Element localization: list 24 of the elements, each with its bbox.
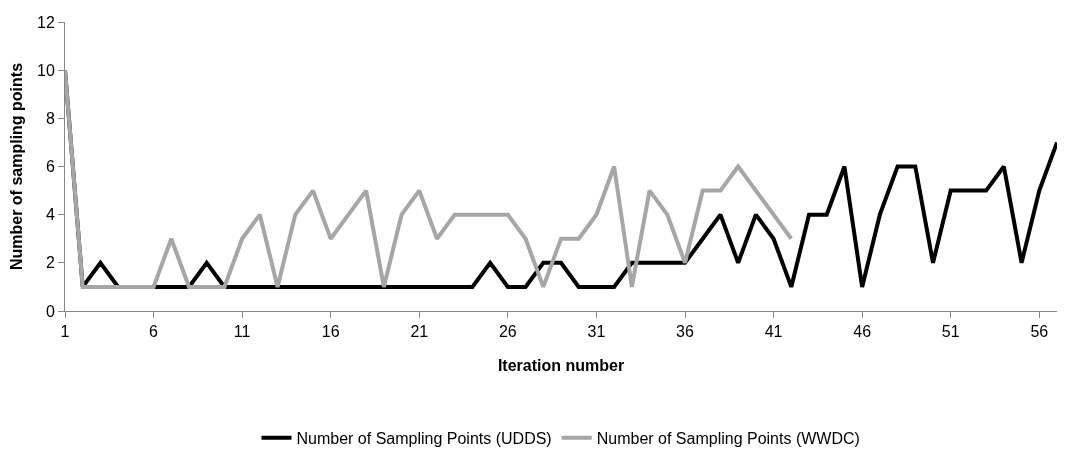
y-tick-label: 12 (37, 13, 55, 31)
x-tick-label: 21 (410, 323, 429, 341)
x-tick-label: 56 (1030, 323, 1049, 341)
x-tick-label: 26 (498, 323, 517, 341)
y-tick-label: 2 (45, 254, 55, 272)
x-tick-label: 41 (764, 323, 783, 341)
legend-label: Number of Sampling Points (UDDS) (296, 429, 552, 447)
y-tick-label: 8 (45, 109, 55, 127)
y-tick-label: 10 (37, 61, 55, 79)
y-tick-label: 4 (45, 206, 55, 224)
y-tick-label: 0 (45, 302, 55, 320)
x-tick-label: 51 (941, 323, 960, 341)
x-axis-title: Iteration number (497, 356, 625, 374)
x-tick-label: 11 (233, 323, 251, 341)
line-series (65, 68, 794, 289)
x-tick-label: 31 (587, 323, 606, 341)
y-axis-title: Number of sampling points (7, 62, 25, 271)
x-tick-label: 36 (676, 323, 694, 341)
y-tick-label: 6 (45, 158, 55, 176)
x-tick-label: 16 (321, 323, 340, 341)
x-tick-label: 6 (149, 323, 159, 341)
legend-label: Number of Sampling Points (WWDC) (596, 429, 860, 447)
x-tick-label: 1 (60, 323, 70, 341)
x-tick-label: 46 (853, 323, 872, 341)
